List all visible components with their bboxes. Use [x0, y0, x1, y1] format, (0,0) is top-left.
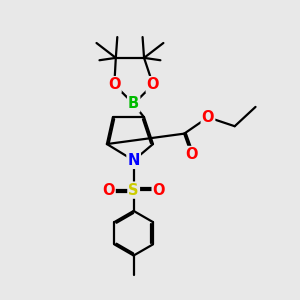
Text: N: N	[128, 153, 140, 168]
Text: O: O	[202, 110, 214, 125]
Text: S: S	[128, 183, 139, 198]
Text: O: O	[147, 77, 159, 92]
Text: O: O	[108, 77, 121, 92]
Text: O: O	[102, 183, 115, 198]
Text: O: O	[153, 183, 165, 198]
Text: B: B	[128, 96, 139, 111]
Text: O: O	[185, 147, 198, 162]
